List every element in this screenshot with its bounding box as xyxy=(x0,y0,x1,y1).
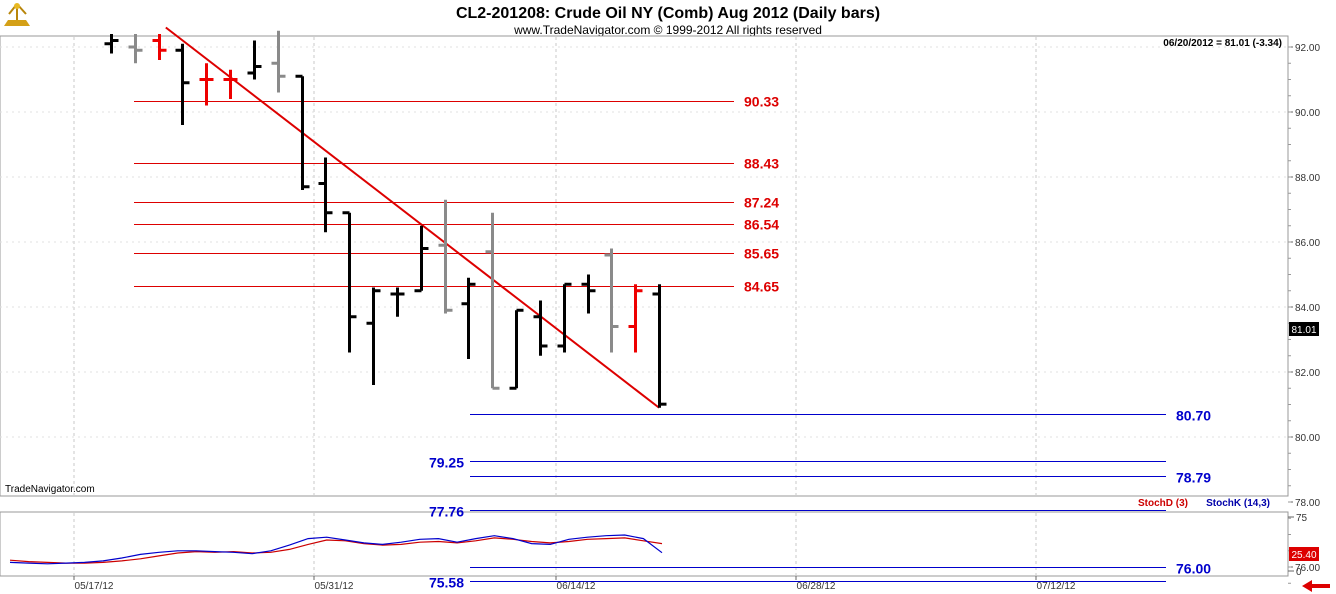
price-tick-label: 82.00 xyxy=(1295,368,1320,379)
trendline xyxy=(165,26,660,409)
price-tick-label: 76.00 xyxy=(1295,563,1320,574)
stoch-tick-0: 0 xyxy=(1296,567,1302,578)
date-axis: 05/17/12 05/31/12 06/14/12 06/28/12 07/12/12 xyxy=(73,576,1076,592)
last-price-marker: 81.01 xyxy=(1289,322,1319,336)
price-axis: 92.00 90.00 88.00 86.00 84.00 82.00 80.00 78.00… xyxy=(1288,43,1320,584)
ohlc-bar xyxy=(604,248,619,353)
ohlc-bar xyxy=(533,300,548,356)
stochastic-lines xyxy=(9,534,663,565)
ohlc-bar xyxy=(152,34,167,60)
ohlc-bar xyxy=(175,43,190,125)
ohlc-bar xyxy=(414,225,429,293)
price-tick-label: 78.00 xyxy=(1295,498,1320,509)
resistance-label: 85.65 xyxy=(744,246,779,262)
resistance-label: 86.54 xyxy=(744,217,779,233)
price-bars xyxy=(104,30,667,408)
price-tick-label: 80.00 xyxy=(1295,433,1320,444)
indicator-panel-frame xyxy=(0,511,1289,577)
ohlc-bar xyxy=(104,34,119,54)
scroll-right-arrow-icon[interactable] xyxy=(1298,578,1334,594)
price-tick-label: 84.00 xyxy=(1295,303,1320,314)
stoch-k-line xyxy=(9,534,663,565)
last-price-label: 81.01 xyxy=(1291,325,1316,336)
date-tick-label: 06/14/12 xyxy=(557,581,596,592)
trendline-layer xyxy=(165,26,660,409)
ohlc-bar xyxy=(271,30,286,93)
ohlc-bar xyxy=(485,212,500,390)
price-readout: 06/20/2012 = 81.01 (-3.34) xyxy=(1163,38,1282,49)
support-label: 76.00 xyxy=(1176,561,1211,577)
ohlc-bar xyxy=(342,211,357,353)
ohlc-bar xyxy=(509,308,524,390)
ohlc-bar xyxy=(438,199,453,314)
chart-title: CL2-201208: Crude Oil NY (Comb) Aug 2012… xyxy=(456,5,880,22)
ohlc-bar xyxy=(318,157,333,233)
support-label: 78.79 xyxy=(1176,470,1211,486)
watermark-text: TradeNavigator.com xyxy=(5,484,95,495)
trade-navigator-logo-icon xyxy=(2,2,32,28)
stoch-last-label: 25.40 xyxy=(1291,550,1316,561)
ohlc-bar xyxy=(652,284,667,408)
ohlc-bar xyxy=(295,74,310,190)
ohlc-bar xyxy=(199,63,214,106)
ohlc-bar xyxy=(461,277,476,359)
horizontal-levels: 90.33 88.43 87.24 86.54 85.65 84.65 80.70 79.25… xyxy=(134,94,1211,591)
price-panel-frame xyxy=(0,35,1289,497)
stoch-tick-75: 75 xyxy=(1296,513,1308,524)
price-tick-label: 88.00 xyxy=(1295,173,1320,184)
ohlc-bar xyxy=(581,274,596,314)
support-label: 79.25 xyxy=(429,455,464,471)
price-tick-label: 92.00 xyxy=(1295,43,1320,54)
ohlc-bar xyxy=(366,287,381,385)
stoch-d-line xyxy=(9,537,663,564)
price-tick-label: 86.00 xyxy=(1295,238,1320,249)
resistance-label: 90.33 xyxy=(744,94,779,110)
ohlc-bar xyxy=(223,69,238,99)
copyright-text: www.TradeNavigator.com © 1999-2012 All r… xyxy=(513,23,822,37)
resistance-label: 87.24 xyxy=(744,195,779,211)
support-label: 80.70 xyxy=(1176,408,1211,424)
date-tick-label: 05/17/12 xyxy=(75,581,114,592)
grid-lines xyxy=(0,37,1288,575)
ohlc-bar xyxy=(390,287,405,317)
support-label: 77.76 xyxy=(429,504,464,520)
stoch-d-label: StochD (3) xyxy=(1138,498,1188,509)
ohlc-bar xyxy=(128,34,143,64)
ohlc-bar xyxy=(247,40,262,80)
ohlc-bar xyxy=(557,282,572,353)
resistance-label: 88.43 xyxy=(744,156,779,172)
stoch-k-label: StochK (14,3) xyxy=(1206,498,1270,509)
date-tick-label: 07/12/12 xyxy=(1037,581,1076,592)
stoch-last-marker: 25.40 xyxy=(1289,547,1319,561)
ohlc-bar xyxy=(628,284,643,353)
date-tick-label: 05/31/12 xyxy=(315,581,354,592)
resistance-label: 84.65 xyxy=(744,279,779,295)
date-tick-label: 06/28/12 xyxy=(797,581,836,592)
support-label: 75.58 xyxy=(429,575,464,591)
price-tick-label: 90.00 xyxy=(1295,108,1320,119)
